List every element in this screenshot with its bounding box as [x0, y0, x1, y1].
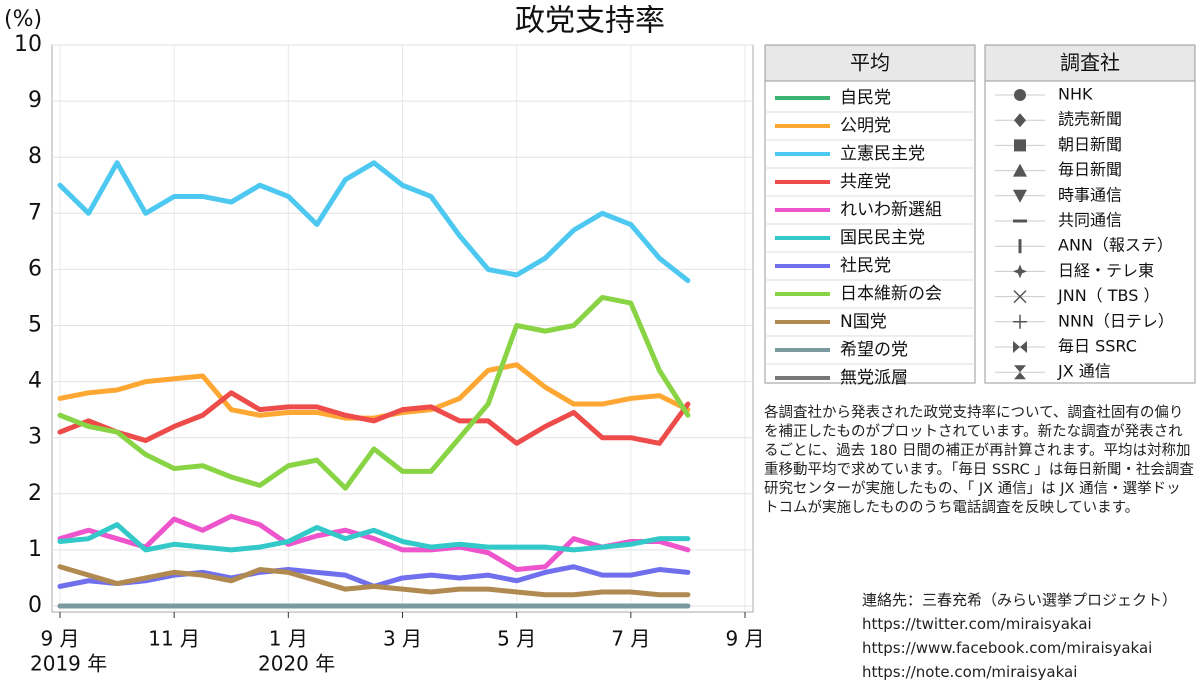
legend-label: 日本維新の会 [840, 284, 942, 304]
contact: 連絡先：三春充希（みらい選挙プロジェクト） https://twitter.co… [862, 588, 1177, 682]
y-tick-label: 2 [28, 481, 42, 506]
legend-label: 自民党 [840, 88, 891, 108]
survey-legend-symbol [1013, 314, 1027, 329]
y-tick-label: 3 [28, 425, 42, 450]
survey-legend-title: 調査社 [1060, 51, 1120, 75]
series-line [57, 513, 691, 573]
y-unit: (%) [4, 7, 42, 32]
legend-label: 公明党 [840, 116, 891, 136]
contact-line: 連絡先：三春充希（みらい選挙プロジェクト） [862, 591, 1178, 609]
survey-legend-label: 毎日 SSRC [1058, 337, 1137, 356]
survey-legend-symbol [1014, 365, 1026, 380]
note: 各調査社から発表された政党支持率について、調査社固有の偏りを補正したものがプロッ… [764, 405, 1194, 516]
y-tick-label: 1 [28, 537, 42, 562]
survey-legend-symbol [1013, 219, 1027, 223]
survey-legend-symbol [1013, 290, 1027, 304]
legend-label: N国党 [840, 312, 887, 332]
survey-legend-symbol [1013, 189, 1027, 203]
survey-legend-symbol [1013, 341, 1027, 353]
x-tick-label: 9 月 [40, 627, 79, 651]
contact-line: https://twitter.com/miraisyakai [862, 615, 1092, 633]
survey-legend-symbol [1018, 239, 1022, 254]
year-label: 2019 年 [30, 652, 107, 676]
survey-legend-label: NNN（日テレ） [1058, 311, 1174, 330]
y-tick-label: 0 [28, 593, 42, 618]
survey-legend-label: 毎日新聞 [1058, 160, 1122, 179]
survey-legend-header [984, 44, 1196, 82]
series-line [57, 522, 691, 553]
series-line [57, 362, 691, 421]
y-tick-label: 10 [14, 32, 42, 57]
legend-label: れいわ新選組 [840, 200, 942, 220]
legend-label: 社民党 [840, 256, 891, 276]
survey-legend-label: JX 通信 [1057, 362, 1111, 381]
series-line [57, 390, 691, 446]
survey-legend-symbol [1014, 139, 1026, 152]
series-line [57, 564, 691, 598]
y-tick-label: 9 [28, 88, 42, 113]
y-tick-label: 8 [28, 144, 42, 169]
chart-title: 政党支持率 [515, 4, 665, 39]
survey-legend-label: 日経・テレ東 [1058, 261, 1154, 280]
legend-label: 希望の党 [840, 340, 908, 360]
series-line [57, 294, 691, 491]
legend-label: 共産党 [840, 172, 891, 192]
contact-line: https://www.facebook.com/miraisyakai [862, 639, 1153, 657]
contact-line: https://note.com/miraisyakai [862, 663, 1078, 681]
x-tick-label: 9 月 [725, 627, 764, 651]
x-tick-label: 3 月 [383, 627, 422, 651]
legend-label: 無党派層 [840, 368, 908, 388]
year-label: 2020 年 [258, 652, 335, 676]
survey-legend-label: JNN（ TBS ） [1057, 286, 1159, 305]
legend-title: 平均 [850, 51, 890, 75]
x-tick-label: 7 月 [611, 627, 650, 651]
legend-header [764, 44, 976, 82]
survey-legend-symbol [1014, 89, 1026, 101]
legend-box [764, 44, 976, 384]
survey-legend-label: 時事通信 [1058, 185, 1122, 204]
survey-legend-label: ANN（報ステ） [1058, 236, 1173, 255]
y-tick-label: 4 [28, 369, 42, 394]
series-line [57, 160, 691, 284]
x-tick-label: 1 月 [269, 627, 308, 651]
survey-legend-symbol [1014, 113, 1026, 128]
y-tick-label: 6 [28, 256, 42, 281]
survey-legend-label: 読売新聞 [1058, 110, 1122, 129]
survey-legend-label: NHK [1058, 85, 1093, 104]
survey-legend-label: 共同通信 [1058, 211, 1122, 230]
survey-legend-symbol [1013, 163, 1027, 177]
x-tick-label: 5 月 [497, 627, 536, 651]
legend-label: 立憲民主党 [840, 143, 925, 164]
legend-label: 国民民主党 [840, 228, 925, 248]
y-tick-label: 5 [28, 313, 42, 338]
survey-legend-symbol [1013, 264, 1027, 279]
x-tick-label: 11 月 [148, 627, 200, 651]
y-tick-label: 7 [28, 200, 42, 225]
survey-legend-label: 朝日新聞 [1058, 135, 1122, 154]
